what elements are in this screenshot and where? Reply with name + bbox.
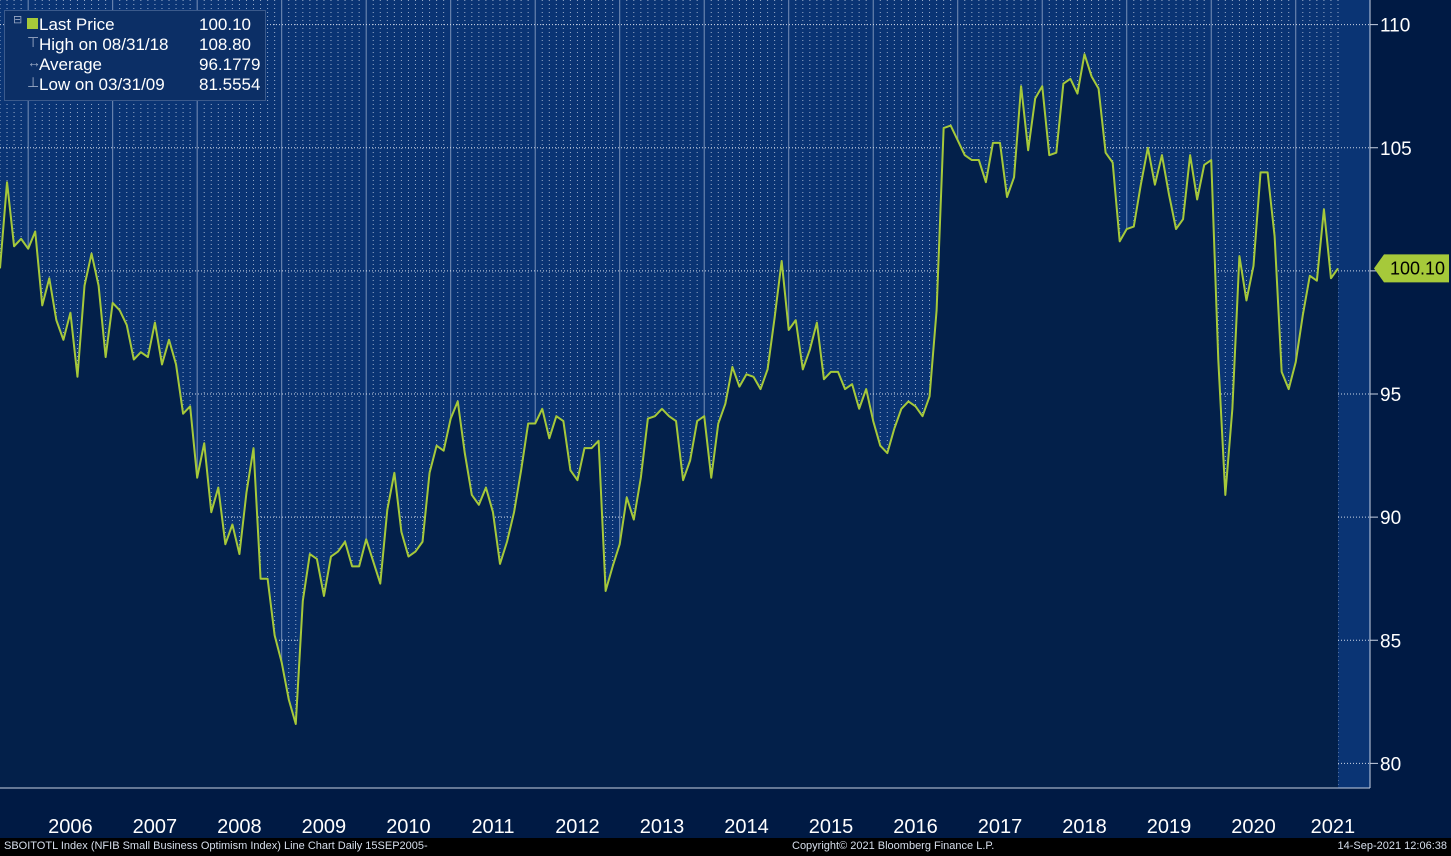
footer-timestamp: 14-Sep-2021 12:06:38 <box>1337 840 1447 852</box>
x-tick-label: 2016 <box>893 816 938 838</box>
x-tick-label: 2014 <box>724 816 769 838</box>
chart-legend: ⊟ Last Price 100.10 ⊤ High on 08/31/18 1… <box>4 10 266 101</box>
x-tick-label: 2021 <box>1311 816 1356 838</box>
x-axis-panel <box>0 788 1370 838</box>
x-tick-label: 2015 <box>809 816 854 838</box>
legend-row-last-price: ⊟ Last Price 100.10 <box>5 13 267 34</box>
legend-label-last-price: Last Price <box>39 15 115 34</box>
low-marker-icon: ⊥ <box>27 74 40 90</box>
x-tick-label: 2020 <box>1231 816 1276 838</box>
legend-swatch-last-price <box>27 18 38 29</box>
footer-copyright: Copyright© 2021 Bloomberg Finance L.P. <box>792 840 995 852</box>
y-tick-label: 80 <box>1380 754 1401 775</box>
legend-row-average: ↔ Average 96.1779 <box>5 53 267 74</box>
legend-value-low: 81.5554 <box>199 75 261 94</box>
series-line-last-price <box>0 53 1339 725</box>
x-tick-label: 2019 <box>1147 816 1192 838</box>
x-tick-label: 2018 <box>1062 816 1107 838</box>
legend-value-high: 108.80 <box>199 35 251 54</box>
average-marker-icon: ↔ <box>27 54 41 70</box>
y-tick-label: 90 <box>1380 508 1401 529</box>
x-tick-label: 2012 <box>555 816 600 838</box>
x-tick-label: 2006 <box>48 816 93 838</box>
x-tick-label: 2013 <box>640 816 685 838</box>
legend-value-last-price: 100.10 <box>199 15 251 34</box>
last-price-tag-shape <box>1374 254 1449 283</box>
legend-collapse-icon[interactable]: ⊟ <box>13 14 23 26</box>
y-tick-label: 95 <box>1380 385 1401 406</box>
high-marker-icon: ⊤ <box>27 34 40 50</box>
legend-label-high: High on 08/31/18 <box>39 35 169 54</box>
x-tick-label: 2010 <box>386 816 431 838</box>
x-tick-label: 2008 <box>217 816 262 838</box>
x-tick-label: 2009 <box>302 816 347 838</box>
x-tick-label: 2011 <box>471 816 514 838</box>
y-tick-label: 85 <box>1380 631 1401 652</box>
y-axis-panel <box>1370 0 1451 856</box>
footer-bar <box>0 838 1451 856</box>
legend-label-low: Low on 03/31/09 <box>39 75 165 94</box>
legend-row-low: ⊥ Low on 03/31/09 81.5554 <box>5 73 267 94</box>
x-tick-label: 2007 <box>133 816 178 838</box>
y-tick-label: 110 <box>1380 16 1410 37</box>
last-price-tag: 100.10 <box>1374 254 1449 283</box>
legend-label-average: Average <box>39 55 103 74</box>
y-tick-label: 105 <box>1380 139 1412 160</box>
x-tick-label: 2017 <box>978 816 1023 838</box>
series-area-fill <box>0 54 1338 789</box>
x-axis-ticks: 2006 2007 2008 2009 2010 2011 2012 2013 2014 2015… <box>48 816 1355 838</box>
legend-row-high: ⊤ High on 08/31/18 108.80 <box>5 33 267 54</box>
legend-value-average: 96.1779 <box>199 55 261 74</box>
footer-ticker-description: SBOITOTL Index (NFIB Small Business Opti… <box>4 840 428 852</box>
last-price-tag-label: 100.10 <box>1390 258 1445 278</box>
